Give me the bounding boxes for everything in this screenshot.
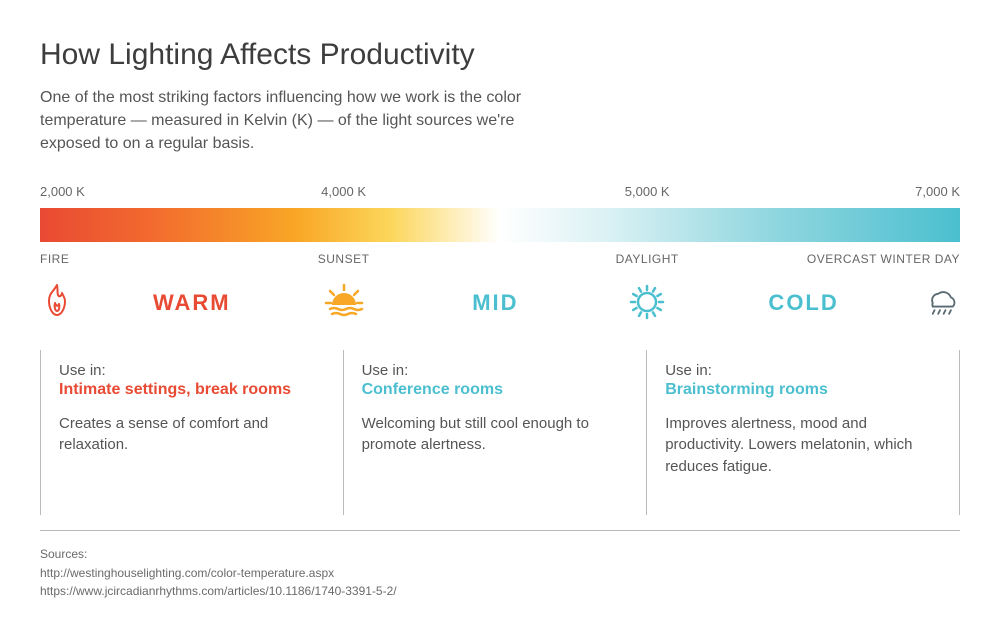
kelvin-label: 4,000 K [321, 184, 366, 199]
use-in-label: Use in: [665, 362, 941, 379]
rooms-text: Intimate settings, break rooms [59, 381, 325, 399]
page-subtitle: One of the most striking factors influen… [40, 86, 560, 156]
zone-label-warm: WARM [153, 290, 231, 316]
source-line: https://www.jcircadianrhythms.com/articl… [40, 582, 960, 600]
source-label: FIRE [40, 252, 69, 266]
use-card: Use in: Brainstorming rooms Improves alert… [647, 350, 960, 515]
cloud-snow-icon [920, 282, 960, 322]
sources-block: Sources: http://westinghouselighting.com… [40, 545, 960, 600]
cards-row: Use in: Intimate settings, break rooms Cre… [40, 350, 960, 530]
sun-icon [627, 282, 667, 322]
page-title: How Lighting Affects Productivity [40, 38, 960, 72]
source-line: http://westinghouselighting.com/color-te… [40, 564, 960, 582]
sunset-icon [324, 282, 364, 322]
kelvin-gradient-bar [40, 208, 960, 242]
card-description: Creates a sense of comfort and relaxatio… [59, 413, 325, 457]
kelvin-label: 2,000 K [40, 184, 85, 199]
rooms-text: Brainstorming rooms [665, 381, 941, 399]
sources-header: Sources: [40, 545, 960, 563]
use-card: Use in: Conference rooms Welcoming but sti… [344, 350, 648, 515]
source-labels-row: FIRE SUNSET DAYLIGHT OVERCAST WINTER DAY [40, 252, 960, 268]
zone-label-mid: MID [472, 290, 518, 316]
fire-icon [40, 282, 80, 322]
icons-row: WARM MID COLD [40, 282, 960, 332]
kelvin-labels-row: 2,000 K 4,000 K 5,000 K 7,000 K [40, 184, 960, 202]
kelvin-scale: 2,000 K 4,000 K 5,000 K 7,000 K FIRE SUNSET D… [40, 184, 960, 600]
source-label: SUNSET [318, 252, 370, 266]
use-in-label: Use in: [362, 362, 629, 379]
kelvin-label: 5,000 K [625, 184, 670, 199]
card-description: Welcoming but still cool enough to promo… [362, 413, 629, 457]
kelvin-label: 7,000 K [915, 184, 960, 199]
source-label: DAYLIGHT [616, 252, 679, 266]
use-card: Use in: Intimate settings, break rooms Cre… [40, 350, 344, 515]
bottom-rule [40, 530, 960, 531]
use-in-label: Use in: [59, 362, 325, 379]
rooms-text: Conference rooms [362, 381, 629, 399]
card-description: Improves alertness, mood and productivit… [665, 413, 941, 478]
zone-label-cold: COLD [768, 290, 838, 316]
source-label: OVERCAST WINTER DAY [807, 252, 960, 266]
